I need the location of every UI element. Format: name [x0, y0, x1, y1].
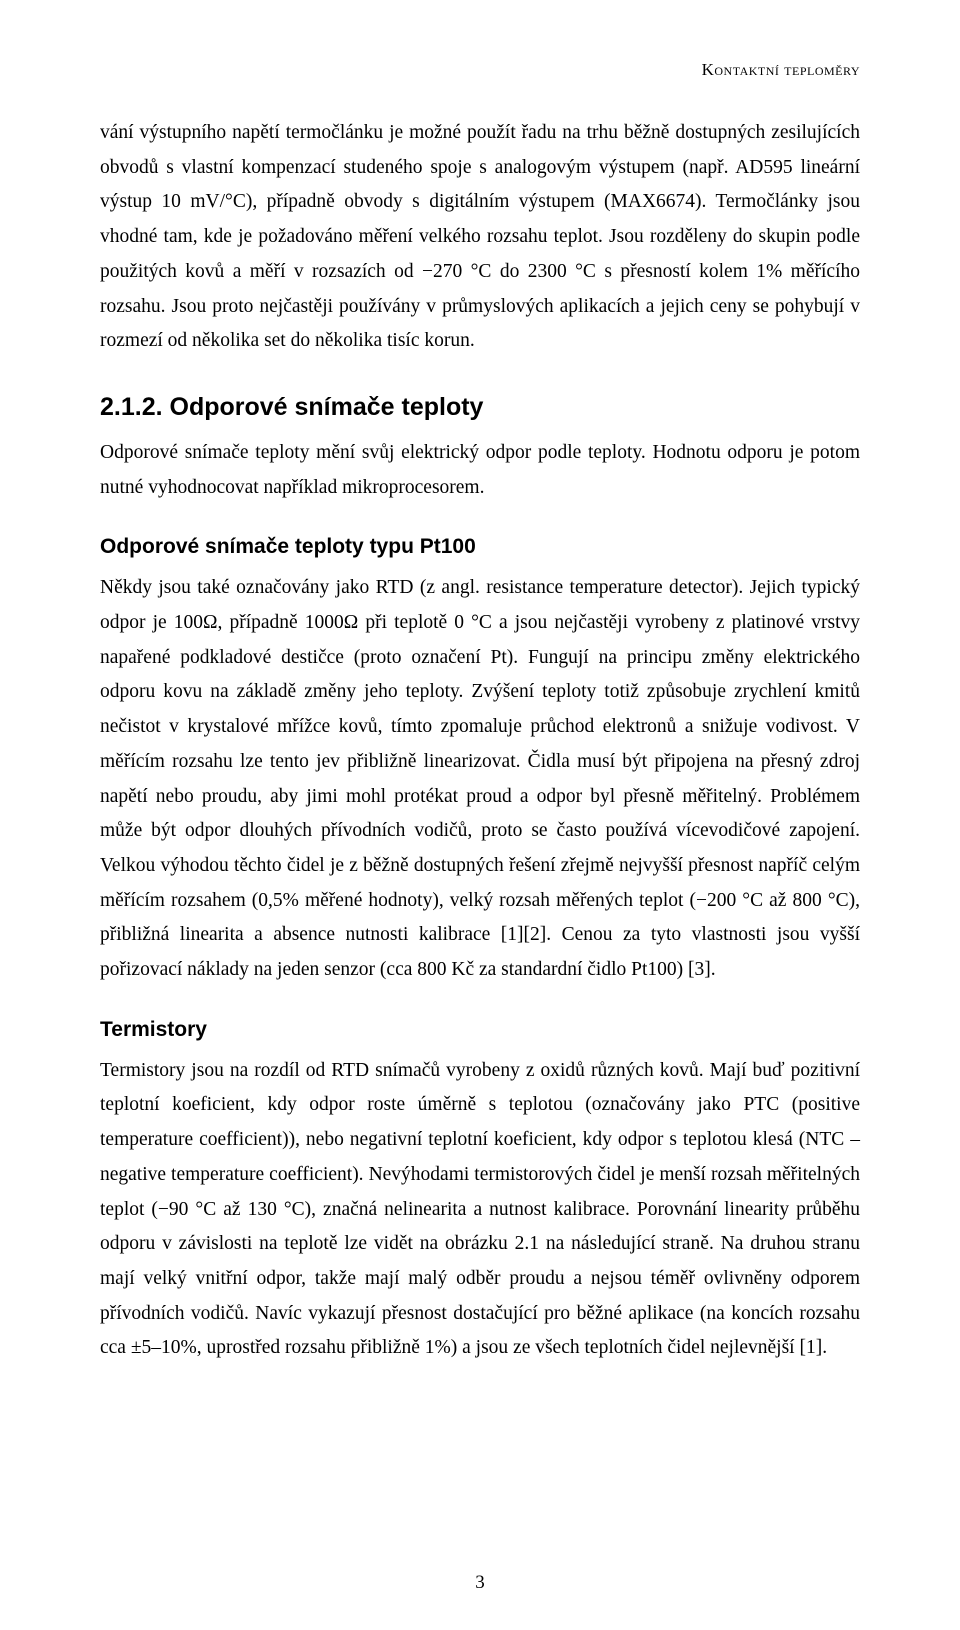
section-2-1-2-title: 2.1.2. Odporové snímače teploty: [100, 393, 860, 422]
paragraph-1: vání výstupního napětí termočlánku je mo…: [100, 116, 860, 359]
paragraph-3: Někdy jsou také označovány jako RTD (z a…: [100, 571, 860, 987]
page-number: 3: [0, 1572, 960, 1594]
page: Kontaktní teploměry vání výstupního napě…: [0, 0, 960, 1630]
subsection-termistory-title: Termistory: [100, 1018, 860, 1042]
paragraph-2: Odporové snímače teploty mění svůj elekt…: [100, 436, 860, 505]
running-head: Kontaktní teploměry: [100, 60, 860, 80]
subsection-pt100-title: Odporové snímače teploty typu Pt100: [100, 535, 860, 559]
paragraph-4: Termistory jsou na rozdíl od RTD snímačů…: [100, 1054, 860, 1366]
